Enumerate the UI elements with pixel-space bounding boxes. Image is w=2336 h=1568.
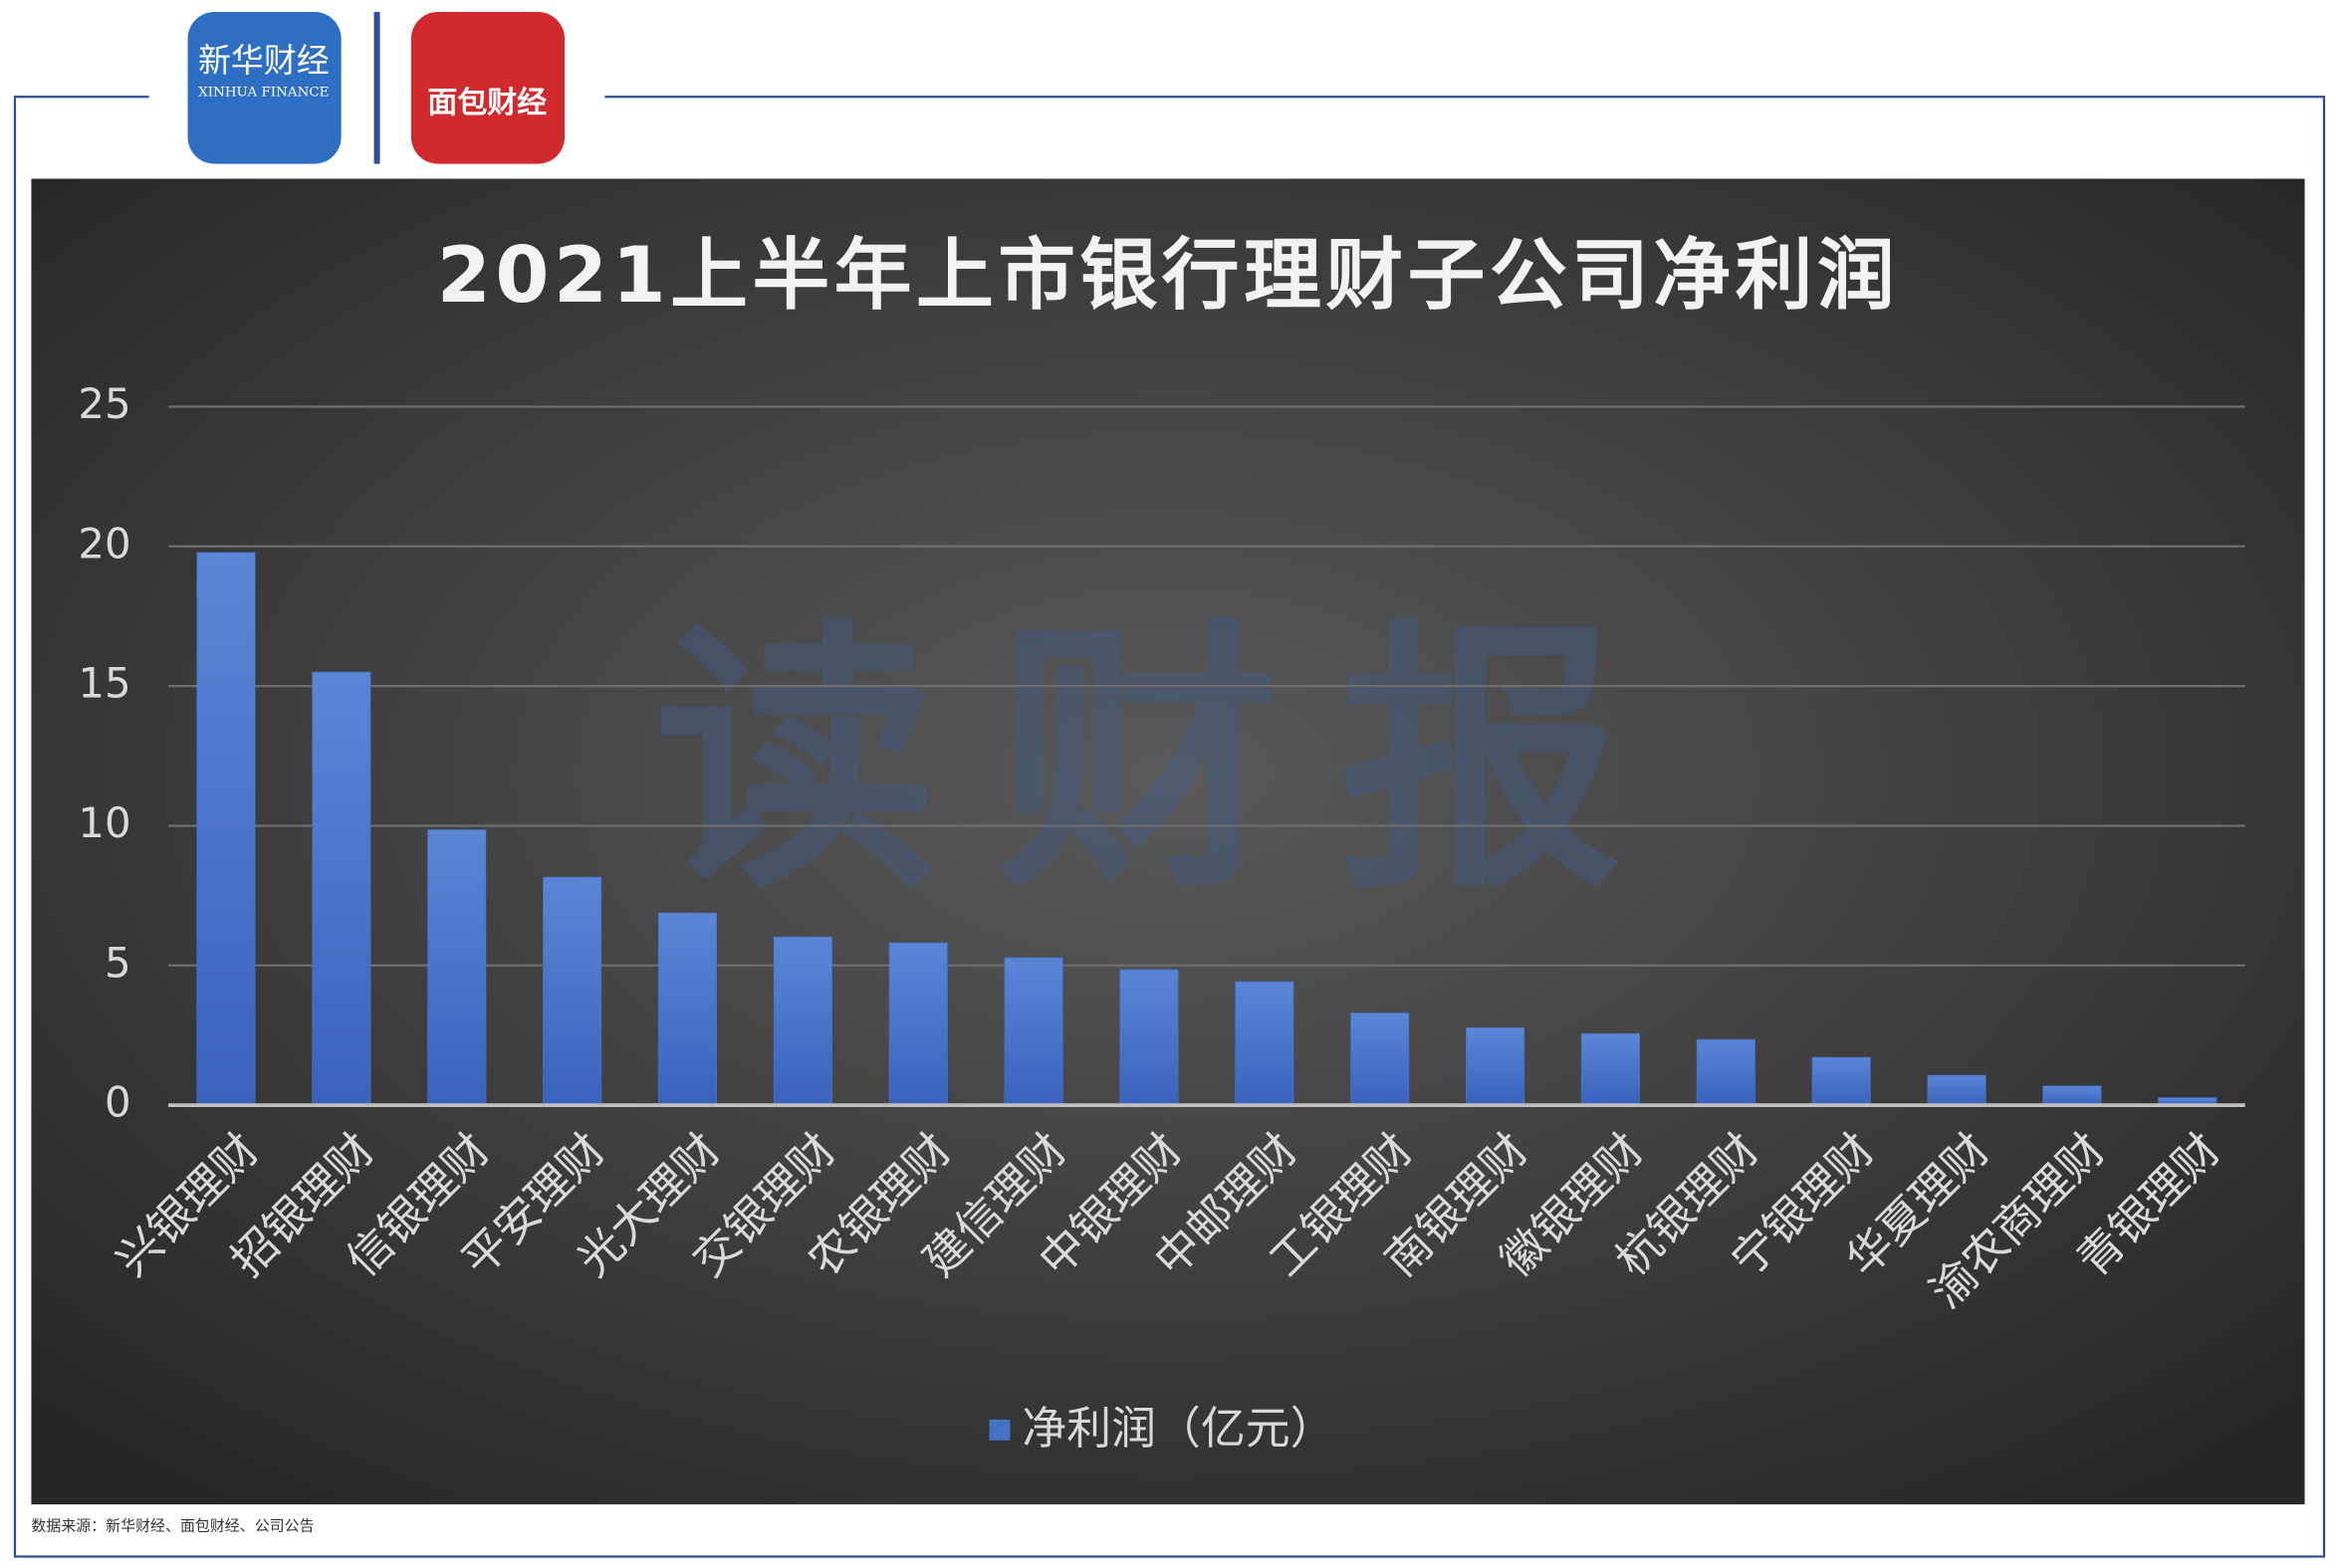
y-tick-label: 10 xyxy=(78,798,130,847)
bar xyxy=(1004,957,1063,1106)
bar xyxy=(1119,969,1179,1106)
bar xyxy=(1927,1074,1986,1106)
plot-background xyxy=(31,178,2305,1505)
legend-swatch xyxy=(989,1419,1011,1441)
watermark: 读财报 xyxy=(654,597,1682,927)
y-tick-label: 5 xyxy=(105,938,131,987)
bar xyxy=(1696,1038,1755,1106)
logo-text: 新华财经 xyxy=(198,41,330,80)
logo-text: XINHUA FINANCE xyxy=(198,85,329,100)
bar xyxy=(1235,981,1294,1106)
divider xyxy=(373,11,380,164)
legend: 净利润（亿元） xyxy=(989,1402,1335,1455)
bar xyxy=(888,942,948,1106)
logo-xinhua xyxy=(187,11,342,164)
y-tick-label: 25 xyxy=(78,379,130,428)
bar xyxy=(657,912,718,1106)
logo-mianbao xyxy=(410,11,566,164)
frame xyxy=(13,96,2326,1558)
bar xyxy=(1466,1027,1525,1106)
legend-label: 净利润（亿元） xyxy=(1022,1402,1334,1455)
bar xyxy=(196,552,256,1106)
logo-text: 面包财经 xyxy=(427,86,547,120)
bar xyxy=(2042,1085,2102,1106)
bar xyxy=(1811,1056,1871,1106)
source-note: 数据来源：新华财经、面包财经、公司公告 xyxy=(31,1517,314,1535)
chart-title: 2021上半年上市银行理财子公司净利润 xyxy=(437,231,1899,321)
bar xyxy=(1580,1032,1640,1106)
y-tick-label: 20 xyxy=(78,519,130,567)
bar xyxy=(427,829,487,1106)
bar xyxy=(773,936,832,1106)
bar xyxy=(543,876,602,1106)
bar xyxy=(1350,1012,1410,1106)
bar xyxy=(312,671,371,1106)
y-tick-label: 15 xyxy=(78,659,130,708)
y-tick-label: 0 xyxy=(105,1078,131,1127)
